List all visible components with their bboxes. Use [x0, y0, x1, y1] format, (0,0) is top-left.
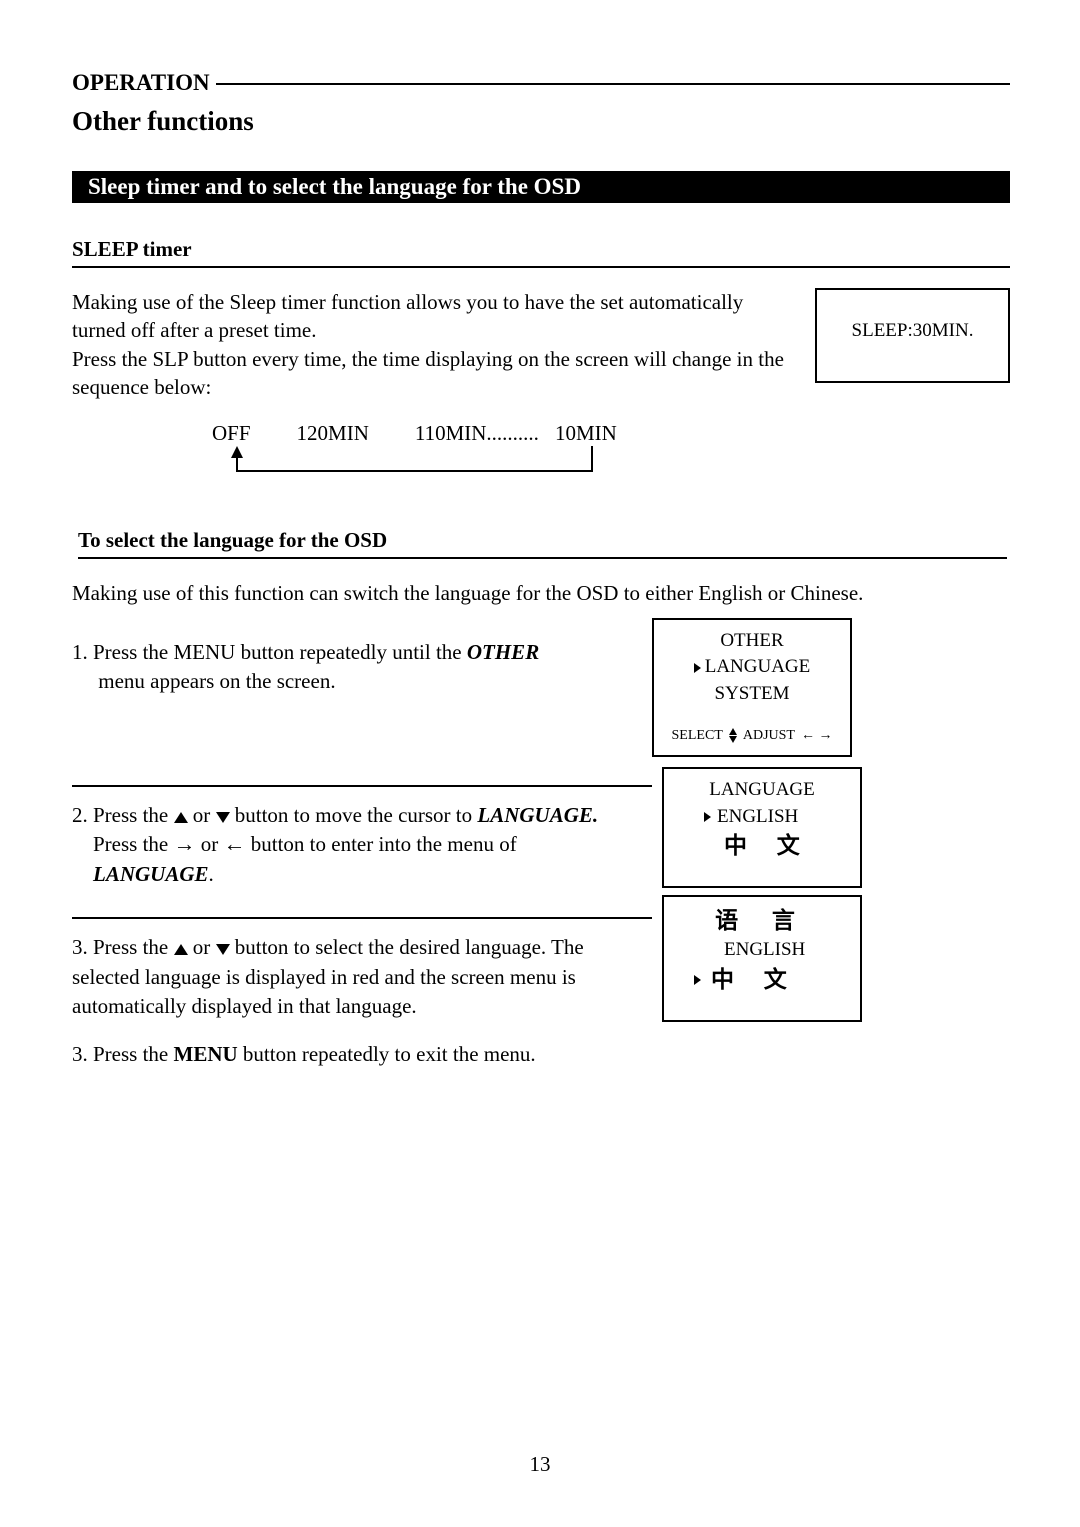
step-1-text: 1. Press the MENU button repeatedly unti… — [72, 638, 632, 697]
osd-other-menu: OTHER LANGUAGE SYSTEM SELECT ADJUST ← → — [652, 618, 852, 757]
step1-a: 1. Press the MENU button repeatedly unti… — [72, 640, 467, 664]
osd1-footer-select: SELECT — [672, 726, 723, 746]
s2f: or — [196, 832, 224, 856]
fb: MENU — [174, 1042, 238, 1066]
step-2-text: 2. Press the or button to move the curso… — [72, 785, 652, 889]
language-intro: Making use of this function can switch t… — [72, 579, 1010, 607]
osd1-item2: SYSTEM — [664, 681, 840, 708]
s2a: 2. Press the — [72, 803, 174, 827]
sleep-paragraph-2: Press the SLP button every time, the tim… — [72, 345, 785, 402]
horizontal-rule — [216, 83, 1010, 85]
page-subtitle: Other functions — [72, 106, 1010, 137]
updown-icon — [729, 728, 737, 743]
s3a: 3. Press the — [72, 935, 174, 959]
s2h: LANGUAGE — [93, 862, 209, 886]
osd2-title: LANGUAGE — [674, 777, 850, 804]
down-triangle-icon — [216, 812, 230, 823]
section-label: OPERATION — [72, 70, 216, 96]
down-triangle-icon — [216, 944, 230, 955]
cursor-icon — [694, 975, 701, 985]
osd-language-menu-cn: 语 言 ENGLISH 中 文 — [662, 895, 862, 1022]
sleep-osd-text: SLEEP:30MIN. — [852, 320, 974, 341]
sleep-section: Making use of the Sleep timer function a… — [72, 288, 1010, 401]
fa: 3. Press the — [72, 1042, 174, 1066]
osd1-language-row: LANGUAGE — [664, 654, 840, 681]
manual-page: OPERATION Other functions Sleep timer an… — [0, 0, 1080, 1527]
seq-110: 110MIN.......... — [415, 421, 539, 446]
sleep-heading: SLEEP timer — [72, 237, 1010, 268]
s2d: LANGUAGE. — [477, 803, 598, 827]
step1-b: OTHER — [467, 640, 539, 664]
left-arrow-icon: ← — [224, 831, 246, 856]
osd-language-menu: LANGUAGE ENGLISH 中 文 — [662, 767, 862, 888]
osd3-chinese-row: 中 文 — [674, 964, 850, 996]
s2g: button to enter into the menu of — [246, 832, 517, 856]
language-heading: To select the language for the OSD — [78, 528, 1007, 559]
seq-10: 10MIN — [555, 421, 617, 446]
seq-off: OFF — [212, 421, 251, 446]
right-arrow-icon: → — [174, 831, 196, 856]
s3b: or — [188, 935, 216, 959]
up-triangle-icon — [174, 944, 188, 955]
seq-120: 120MIN — [297, 421, 369, 446]
page-number: 13 — [0, 1452, 1080, 1477]
osd1-footer-adjust: ADJUST — [743, 726, 795, 746]
topic-bar: Sleep timer and to select the language f… — [72, 171, 1010, 203]
exit-instruction: 3. Press the MENU button repeatedly to e… — [72, 1042, 1010, 1067]
osd1-footer: SELECT ADJUST ← → — [664, 726, 840, 746]
osd3-title: 语 言 — [674, 905, 850, 937]
s2i: . — [209, 862, 214, 886]
osd2-zh: 中 文 — [724, 830, 812, 862]
sleep-osd-box: SLEEP:30MIN. — [815, 288, 1010, 383]
osd1-title: OTHER — [664, 628, 840, 655]
sleep-paragraph-1: Making use of the Sleep timer function a… — [72, 288, 785, 345]
sequence-return-arrow — [222, 446, 612, 478]
osd3-en: ENGLISH — [724, 937, 805, 964]
step-3-text: 3. Press the or button to select the des… — [72, 917, 652, 1021]
step-1-row: 1. Press the MENU button repeatedly unti… — [72, 638, 1010, 757]
step1-c: menu appears on the screen. — [93, 669, 336, 693]
osd2-en: ENGLISH — [717, 804, 798, 831]
sleep-text-column: Making use of the Sleep timer function a… — [72, 288, 785, 401]
section-header-row: OPERATION — [72, 70, 1010, 96]
osd2-english-row: ENGLISH — [674, 804, 850, 831]
s2c: button to move the cursor to — [230, 803, 478, 827]
osd2-chinese-row: 中 文 — [674, 830, 850, 862]
sleep-sequence: OFF 120MIN 110MIN.......... 10MIN — [212, 421, 1010, 446]
cursor-icon — [694, 663, 701, 673]
s2e: Press the — [93, 832, 174, 856]
step-2-row: 2. Press the or button to move the curso… — [72, 757, 1010, 889]
osd3-zh: 中 文 — [711, 964, 799, 996]
osd1-item1: LANGUAGE — [705, 654, 811, 681]
osd3-english-row: ENGLISH — [674, 937, 850, 964]
fc: button repeatedly to exit the menu. — [238, 1042, 536, 1066]
step-3-row: 3. Press the or button to select the des… — [72, 889, 1010, 1022]
s2b: or — [188, 803, 216, 827]
leftright-icon: ← → — [801, 726, 833, 746]
cursor-icon — [704, 812, 711, 822]
up-triangle-icon — [174, 812, 188, 823]
